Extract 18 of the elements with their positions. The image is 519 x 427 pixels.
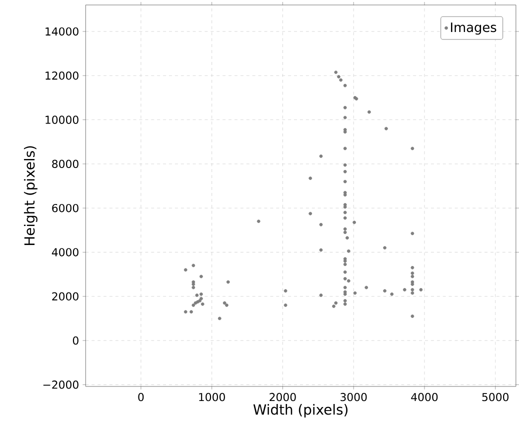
y-tick-label: 12000: [46, 71, 78, 80]
y-tick-label: 14000: [46, 27, 78, 36]
y-tick-label: −2000: [43, 380, 78, 389]
y-axis-title: Height (pixels): [24, 146, 38, 245]
x-tick-label: 0: [138, 392, 144, 402]
y-tick-label: 6000: [52, 204, 78, 212]
x-tick-label: 2000: [270, 392, 296, 402]
y-tick-label: 8000: [52, 160, 78, 168]
y-tick-label: 4000: [52, 248, 78, 256]
y-tick-label: 2000: [52, 292, 78, 300]
legend-label: Images: [451, 22, 496, 35]
x-axis-title: Width (pixels): [253, 404, 348, 418]
x-tick-label: 3000: [340, 392, 367, 402]
y-tick-label: 0: [72, 336, 78, 345]
x-tick-label: 4000: [411, 392, 438, 402]
x-tick-label: 1000: [199, 392, 225, 402]
x-tick-label: 5000: [482, 392, 509, 402]
y-tick-label: 10000: [46, 116, 78, 124]
